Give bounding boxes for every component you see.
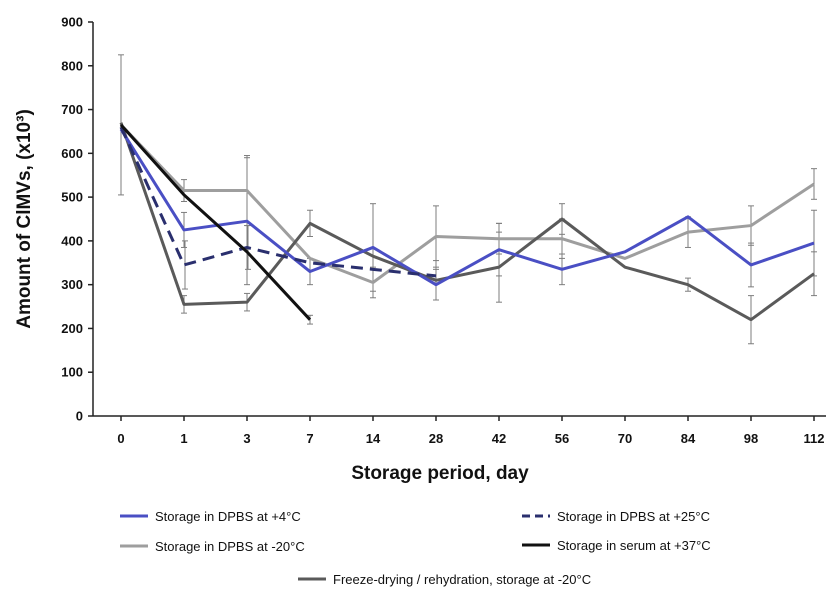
y-tick-label: 700 bbox=[61, 102, 83, 117]
x-tick-label: 1 bbox=[180, 431, 187, 446]
x-axis-label: Storage period, day bbox=[351, 463, 529, 484]
legend-item: Storage in serum at +37°C bbox=[522, 538, 711, 553]
x-tick-label: 56 bbox=[555, 431, 569, 446]
series-line bbox=[119, 126, 437, 278]
legend-label: Storage in DPBS at +25°C bbox=[557, 509, 710, 524]
legend-item: Storage in DPBS at +4°C bbox=[120, 509, 301, 524]
y-tick-label: 200 bbox=[61, 321, 83, 336]
series-line bbox=[119, 128, 815, 287]
y-axis-ticks: 0 100 200 300 400 500 600 700 800 900 bbox=[61, 15, 93, 424]
series-lines bbox=[119, 122, 815, 322]
legend-label: Storage in serum at +37°C bbox=[557, 538, 711, 553]
y-tick-label: 800 bbox=[61, 58, 83, 73]
legend-label: Storage in DPBS at -20°C bbox=[155, 539, 305, 554]
series-line bbox=[119, 123, 312, 321]
legend-item: Storage in DPBS at +25°C bbox=[522, 509, 710, 524]
series-line bbox=[119, 123, 815, 284]
x-axis-ticks: 0 1 3 7 14 28 42 56 70 84 98 112 bbox=[117, 416, 824, 446]
x-tick-label: 42 bbox=[492, 431, 506, 446]
x-tick-label: 28 bbox=[429, 431, 443, 446]
x-tick-label: 70 bbox=[618, 431, 632, 446]
y-tick-label: 300 bbox=[61, 277, 83, 292]
legend-label: Freeze-drying / rehydration, storage at … bbox=[333, 572, 591, 587]
y-tick-label: 600 bbox=[61, 146, 83, 161]
y-tick-label: 0 bbox=[76, 409, 83, 424]
x-tick-label: 0 bbox=[117, 431, 124, 446]
y-tick-label: 100 bbox=[61, 365, 83, 380]
legend-label: Storage in DPBS at +4°C bbox=[155, 509, 301, 524]
series-line bbox=[119, 122, 815, 322]
x-tick-label: 3 bbox=[243, 431, 250, 446]
legend-item: Freeze-drying / rehydration, storage at … bbox=[298, 572, 591, 587]
legend-item: Storage in DPBS at -20°C bbox=[120, 539, 305, 554]
legend: Storage in DPBS at +4°C Storage in DPBS … bbox=[120, 509, 711, 587]
x-tick-label: 14 bbox=[366, 431, 381, 446]
x-tick-label: 98 bbox=[744, 431, 758, 446]
error-bars bbox=[118, 54, 817, 345]
x-tick-label: 112 bbox=[804, 431, 825, 446]
y-tick-label: 500 bbox=[61, 190, 83, 205]
axes bbox=[92, 22, 826, 417]
x-tick-label: 84 bbox=[681, 431, 696, 446]
y-axis-label: Amount of ClMVs, (x10³) bbox=[14, 109, 35, 329]
x-tick-label: 7 bbox=[306, 431, 313, 446]
y-tick-label: 400 bbox=[61, 233, 83, 248]
y-tick-label: 900 bbox=[61, 15, 83, 30]
